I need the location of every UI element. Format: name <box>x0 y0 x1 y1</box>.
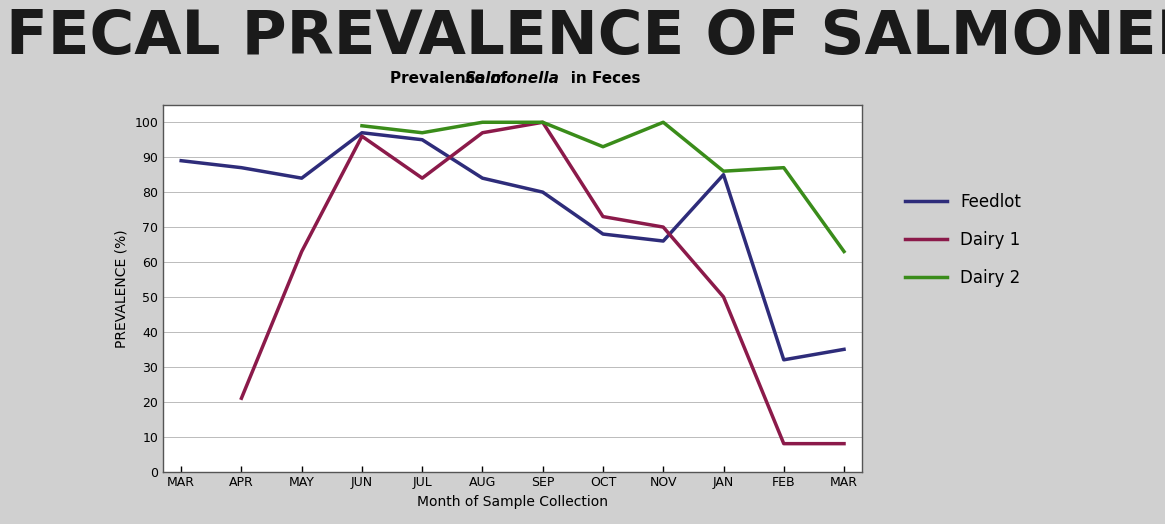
Dairy 1 <box>536 119 550 125</box>
Feedlot <box>656 238 670 244</box>
Feedlot <box>596 231 610 237</box>
Feedlot <box>536 189 550 195</box>
Feedlot <box>234 165 248 171</box>
Dairy 1 <box>716 294 730 300</box>
Line: Feedlot: Feedlot <box>182 133 843 360</box>
Dairy 1 <box>836 441 850 447</box>
Text: Prevalence of: Prevalence of <box>390 71 513 86</box>
Feedlot <box>295 175 309 181</box>
Feedlot <box>716 171 730 178</box>
Feedlot <box>415 137 429 143</box>
Feedlot <box>777 357 791 363</box>
Legend: Feedlot, Dairy 1, Dairy 2: Feedlot, Dairy 1, Dairy 2 <box>898 187 1028 294</box>
Feedlot <box>175 158 189 164</box>
Text: Salmonella: Salmonella <box>465 71 560 86</box>
Text: in Feces: in Feces <box>513 71 640 86</box>
Dairy 1 <box>234 395 248 401</box>
Feedlot <box>355 129 369 136</box>
Dairy 1 <box>656 224 670 230</box>
Dairy 1 <box>295 248 309 255</box>
Dairy 1 <box>355 133 369 139</box>
Dairy 1 <box>415 175 429 181</box>
Text: FECAL PREVALENCE OF SALMONELLA ON CAPF²: FECAL PREVALENCE OF SALMONELLA ON CAPF² <box>6 8 1165 67</box>
Y-axis label: PREVALENCE (%): PREVALENCE (%) <box>115 229 129 347</box>
Dairy 1 <box>777 441 791 447</box>
Line: Dairy 1: Dairy 1 <box>241 122 843 444</box>
Feedlot <box>836 346 850 353</box>
Feedlot <box>475 175 489 181</box>
Dairy 1 <box>475 129 489 136</box>
X-axis label: Month of Sample Collection: Month of Sample Collection <box>417 495 608 509</box>
Dairy 1 <box>596 213 610 220</box>
